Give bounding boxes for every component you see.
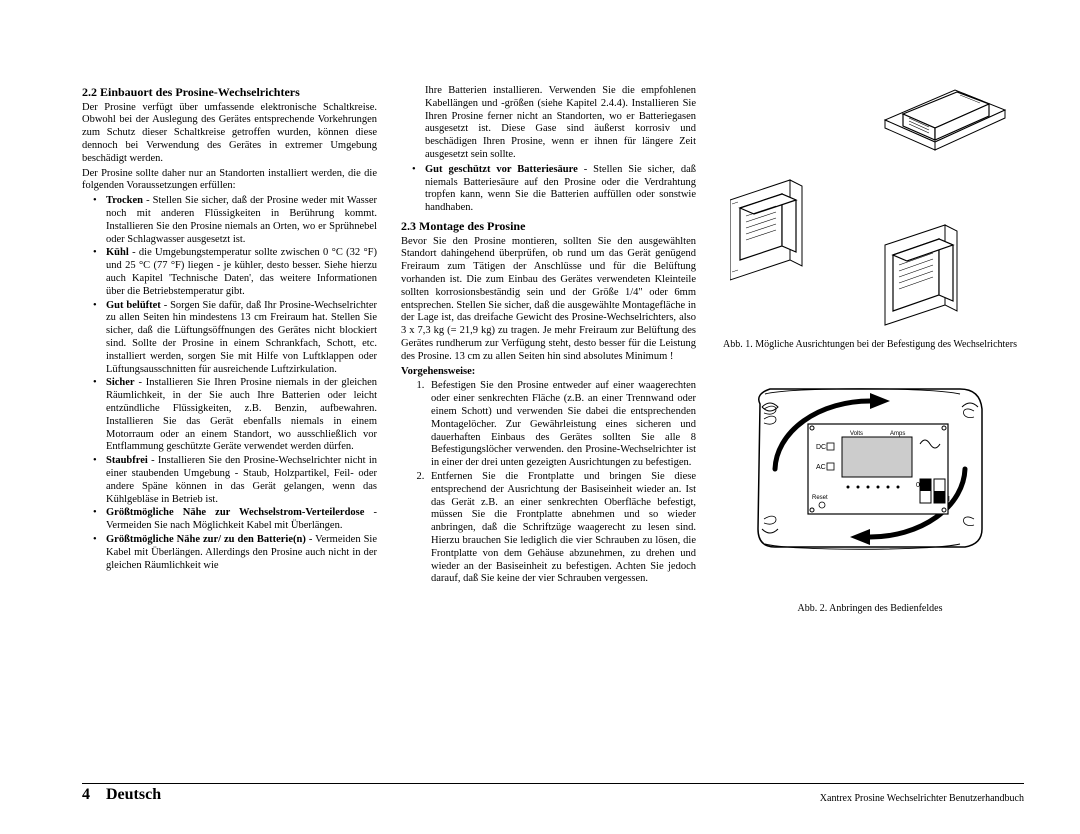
page: 2.2 Einbauort des Prosine-Wechselrichter… [0,0,1080,834]
page-number: 4 [82,786,90,803]
requirements-list-cont: Gut geschützt vor Batteriesäure - Stelle… [401,164,696,215]
step-1: Befestigen Sie den Prosine entweder auf … [427,380,696,470]
svg-text:0: 0 [916,482,920,489]
column-3: Abb. 1. Mögliche Ausrichtungen bei der B… [720,85,1020,775]
svg-text:Volts: Volts [850,431,863,437]
figure-1: Abb. 1. Mögliche Ausrichtungen bei der B… [720,85,1020,351]
figure-1-caption: Abb. 1. Mögliche Ausrichtungen bei der B… [723,339,1017,351]
ac-label: AC [816,464,826,471]
procedure-subhead: Vorgehensweise: [401,366,696,379]
svg-text:Amps: Amps [890,431,905,437]
intro-para: Der Prosine verfügt über umfassende elek… [82,102,377,166]
list-item: Gut geschützt vor Batteriesäure - Stelle… [415,164,696,215]
orientations-illustration [730,85,1010,335]
panel-illustration: DC AC Reset Volts Amps [730,369,1010,599]
procedure-list: Befestigen Sie den Prosine entweder auf … [401,380,696,586]
figure-2-caption: Abb. 2. Anbringen des Bedienfeldes [798,603,943,615]
dc-label: DC [816,444,826,451]
list-item: Sicher - Installieren Sie Ihren Prosine … [96,377,377,454]
list-item: Kühl - die Umgebungstemperatur sollte zw… [96,247,377,298]
step-2: Entfernen Sie die Frontplatte und bringe… [427,471,696,586]
list-item: Trocken - Stellen Sie sicher, daß der Pr… [96,195,377,246]
footer-right: Xantrex Prosine Wechselrichter Benutzerh… [820,793,1024,804]
requirements-list: Trocken - Stellen Sie sicher, daß der Pr… [82,195,377,572]
svg-text:Reset: Reset [812,495,828,501]
intro-para-2: Der Prosine sollte daher nur an Standort… [82,168,377,194]
heading-2-2: 2.2 Einbauort des Prosine-Wechselrichter… [82,85,377,100]
list-item: Gut belüftet - Sorgen Sie dafür, daß Ihr… [96,300,377,377]
list-item: Größtmögliche Nähe zur/ zu den Batterie(… [96,534,377,572]
footer-left: 4 Deutsch [82,786,161,804]
list-item: Größtmögliche Nähe zur Wechselstrom-Vert… [96,507,377,533]
mount-para: Bevor Sie den Prosine montieren, sollten… [401,236,696,364]
content-columns: 2.2 Einbauort des Prosine-Wechselrichter… [82,85,1024,775]
heading-2-3: 2.3 Montage des Prosine [401,219,696,234]
figure-2: DC AC Reset Volts Amps [720,369,1020,615]
page-footer: 4 Deutsch Xantrex Prosine Wechselrichter … [82,783,1024,804]
continuation-para: Ihre Batterien installieren. Verwenden S… [401,85,696,162]
svg-text:I: I [948,496,950,503]
list-item: Staubfrei - Installieren Sie den Prosine… [96,455,377,506]
column-1: 2.2 Einbauort des Prosine-Wechselrichter… [82,85,377,775]
column-2: Ihre Batterien installieren. Verwenden S… [401,85,696,775]
footer-language: Deutsch [106,786,161,803]
